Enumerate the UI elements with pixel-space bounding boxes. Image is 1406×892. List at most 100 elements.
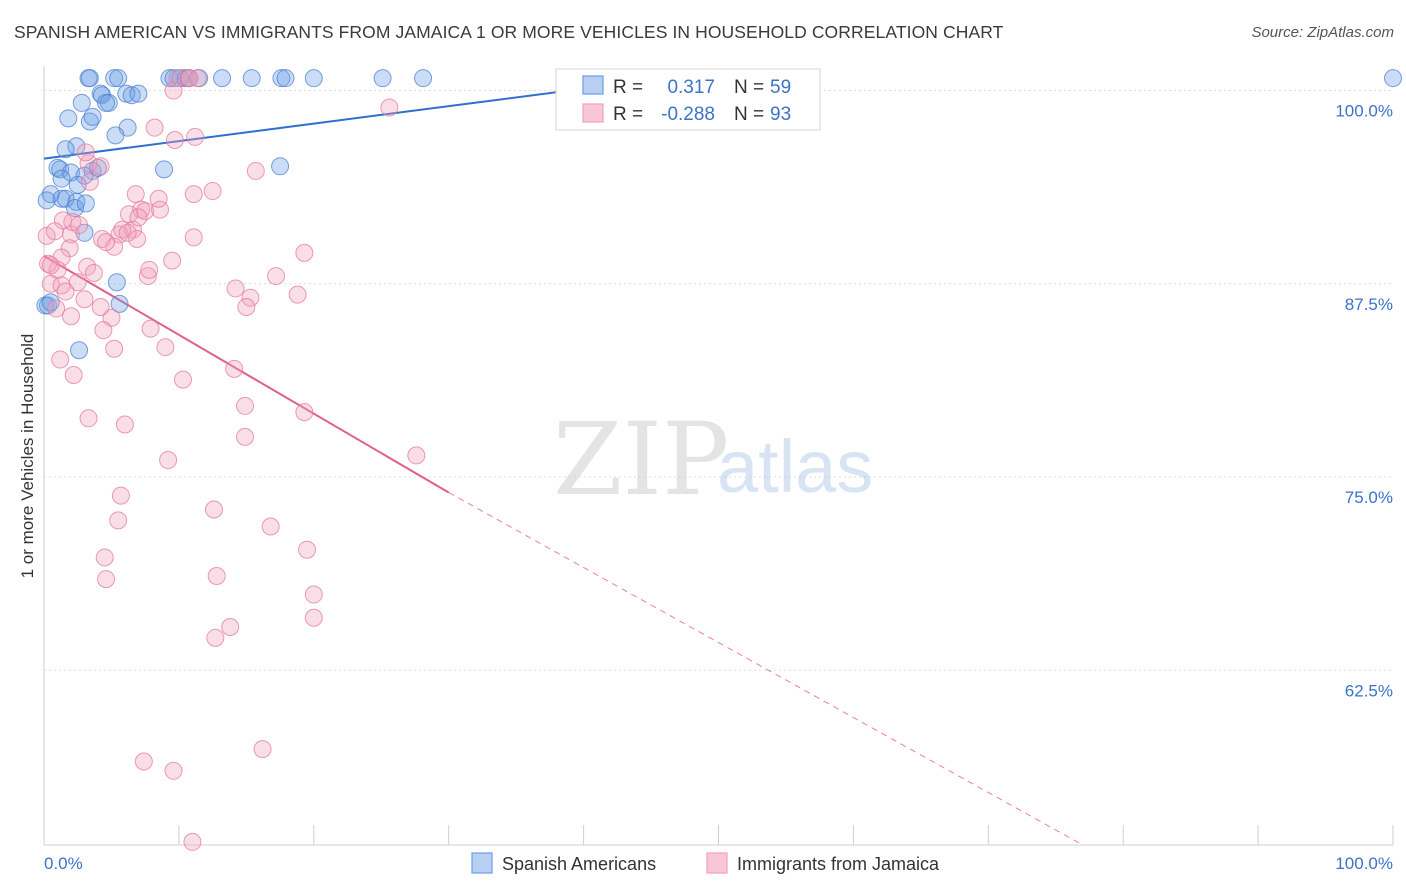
point-spanish-15 (373, 69, 392, 88)
point-jamaica-88 (118, 223, 137, 242)
legend-n-label-2: N = (734, 104, 764, 125)
point-jamaica-71 (207, 566, 226, 585)
point-jamaica-85 (56, 282, 75, 301)
point-jamaica-7 (165, 131, 184, 150)
watermark-atlas: atlas (717, 425, 873, 508)
point-spanish-55 (106, 126, 125, 145)
point-spanish-21 (122, 86, 141, 105)
point-jamaica-89 (186, 127, 205, 146)
y-tick-label-2: 75.0% (1345, 488, 1393, 507)
point-jamaica-46 (47, 299, 66, 318)
x-tick-label-max: 100.0% (1335, 854, 1393, 873)
point-jamaica-37 (140, 260, 159, 279)
point-jamaica-12 (184, 185, 203, 204)
point-jamaica-49 (94, 321, 113, 340)
point-spanish-1 (80, 69, 99, 88)
point-spanish-47 (107, 273, 126, 292)
point-jamaica-51 (156, 338, 175, 357)
point-jamaica-32 (39, 254, 58, 273)
legend-r-label-2: R = (613, 104, 643, 125)
legend-r-value-2: -0.288 (661, 104, 715, 125)
point-jamaica-76 (253, 740, 272, 759)
axes (43, 66, 1394, 846)
watermark: ZIP atlas (553, 401, 873, 518)
point-jamaica-8 (79, 154, 98, 173)
point-jamaica-70 (97, 570, 116, 589)
trend-line-jamaica (43, 255, 450, 494)
chart-source: Source: ZipAtlas.com (1251, 24, 1394, 41)
point-jamaica-69 (95, 548, 114, 567)
point-jamaica-20 (128, 229, 147, 248)
legend-stats: R = 0.317 N = 59 R = -0.288 N = 93 (555, 68, 821, 131)
point-spanish-13 (276, 69, 295, 88)
point-jamaica-65 (204, 500, 223, 519)
point-jamaica-63 (407, 446, 426, 465)
point-spanish-26 (80, 112, 99, 131)
point-spanish-28 (67, 137, 86, 156)
point-spanish-42 (37, 191, 56, 210)
point-jamaica-50 (141, 319, 160, 338)
point-jamaica-59 (79, 409, 98, 428)
legend-bottom-label-jamaica: Immigrants from Jamaica (737, 854, 940, 874)
point-jamaica-28 (163, 251, 182, 270)
point-spanish-12 (272, 69, 291, 88)
point-jamaica-79 (183, 832, 202, 851)
point-jamaica-9 (246, 161, 265, 180)
point-spanish-36 (52, 169, 71, 188)
point-jamaica-35 (84, 263, 103, 282)
point-jamaica-6 (145, 118, 164, 137)
point-jamaica-61 (236, 427, 255, 446)
point-jamaica-83 (129, 208, 148, 227)
x-tick-label-min: 0.0% (44, 854, 83, 873)
point-spanish-14 (304, 69, 323, 88)
point-spanish-34 (88, 158, 107, 177)
point-spanish-31 (51, 160, 70, 179)
point-jamaica-25 (184, 228, 203, 247)
point-jamaica-27 (97, 233, 116, 252)
point-jamaica-57 (236, 396, 255, 415)
chart-title: SPANISH AMERICAN VS IMMIGRANTS FROM JAMA… (14, 22, 1004, 42)
point-jamaica-44 (288, 285, 307, 304)
point-spanish-23 (72, 93, 91, 112)
legend-bottom-swatch-jamaica (706, 852, 728, 874)
point-spanish-10 (213, 69, 232, 88)
point-jamaica-5 (380, 98, 399, 117)
point-jamaica-86 (75, 290, 94, 309)
gridlines (44, 90, 1393, 671)
point-jamaica-77 (134, 752, 153, 771)
point-spanish-39 (52, 189, 71, 208)
legend-r-label-1: R = (613, 77, 643, 98)
point-jamaica-92 (203, 182, 222, 201)
point-jamaica-78 (164, 761, 183, 780)
point-jamaica-62 (159, 451, 178, 470)
legend-bottom-swatch-spanish (471, 852, 493, 874)
point-jamaica-40 (68, 273, 87, 292)
legend-series: Spanish Americans Immigrants from Jamaic… (471, 852, 940, 874)
point-jamaica-55 (225, 359, 244, 378)
y-tick-labels: 100.0% 87.5% 75.0% 62.5% (1335, 102, 1393, 701)
point-spanish-53 (76, 194, 95, 213)
point-jamaica-56 (173, 370, 192, 389)
legend-n-value-2: 93 (770, 104, 791, 125)
y-axis-label: 1 or more Vehicles in Household (18, 334, 37, 579)
point-jamaica-58 (295, 403, 314, 422)
point-jamaica-11 (126, 185, 145, 204)
point-spanish-49 (70, 341, 89, 360)
point-jamaica-73 (304, 608, 323, 627)
point-jamaica-74 (221, 618, 240, 637)
point-spanish-46 (271, 157, 290, 176)
watermark-zip: ZIP (553, 401, 729, 518)
point-jamaica-93 (237, 297, 256, 316)
point-jamaica-3 (188, 69, 207, 88)
point-spanish-40 (56, 189, 75, 208)
point-jamaica-60 (115, 415, 134, 434)
point-spanish-3 (109, 69, 128, 88)
point-spanish-48 (110, 294, 129, 313)
point-jamaica-34 (41, 256, 60, 275)
point-jamaica-36 (138, 267, 157, 286)
point-spanish-11 (242, 69, 261, 88)
point-jamaica-41 (226, 279, 245, 298)
point-jamaica-80 (76, 143, 95, 162)
point-jamaica-75 (206, 628, 225, 647)
